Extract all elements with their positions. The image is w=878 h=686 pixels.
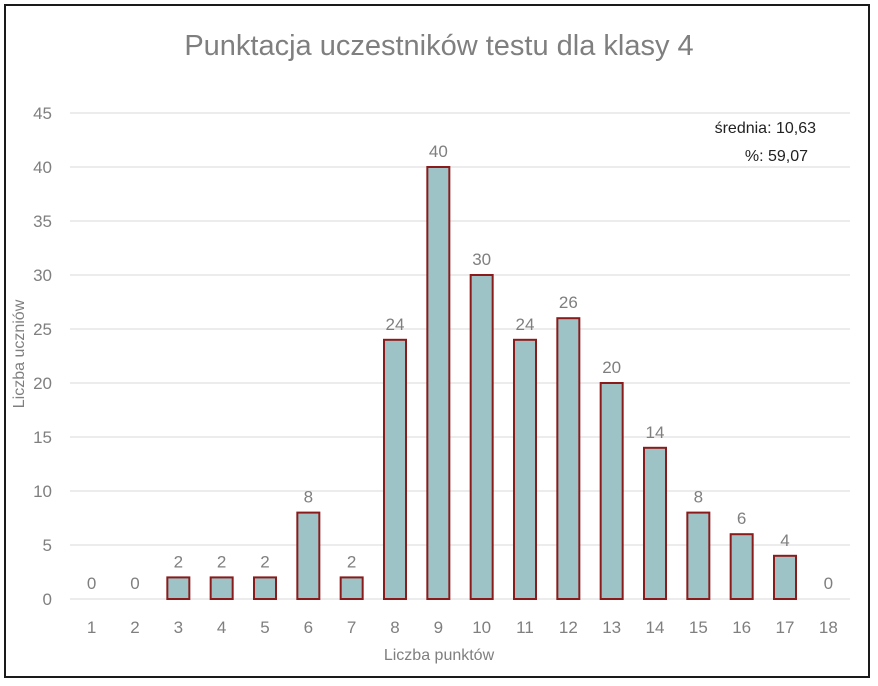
data-label: 26 xyxy=(559,293,578,312)
bar xyxy=(599,382,624,600)
data-label: 14 xyxy=(646,423,665,442)
bar xyxy=(166,576,191,601)
bar xyxy=(426,166,451,600)
bar xyxy=(686,511,711,600)
data-label: 8 xyxy=(304,488,313,507)
x-tick-label: 11 xyxy=(516,618,534,637)
data-label: 8 xyxy=(694,488,703,507)
data-label: 2 xyxy=(347,552,356,571)
x-tick-label: 14 xyxy=(646,618,665,637)
data-label: 4 xyxy=(780,531,789,550)
y-axis-title: Liczba uczniów xyxy=(11,299,28,408)
x-tick-label: 17 xyxy=(776,618,795,637)
x-axis-title: Liczba punktów xyxy=(384,647,495,664)
data-label: 24 xyxy=(516,315,535,334)
bar xyxy=(643,446,667,600)
bar xyxy=(339,576,364,601)
data-label: 0 xyxy=(824,574,833,593)
x-tick-label: 7 xyxy=(347,618,356,637)
mean-annotation: średnia: 10,63 xyxy=(715,120,817,137)
x-tick-label: 9 xyxy=(434,618,443,637)
data-label: 2 xyxy=(174,552,183,571)
bar xyxy=(729,533,754,601)
bar xyxy=(209,576,234,601)
y-tick-label: 15 xyxy=(33,428,52,447)
y-tick-label: 20 xyxy=(33,374,52,393)
x-tick-label: 15 xyxy=(689,618,708,637)
bar xyxy=(556,317,581,600)
y-tick-label: 40 xyxy=(33,158,52,177)
x-tick-label: 6 xyxy=(304,618,313,637)
y-tick-label: 0 xyxy=(43,590,52,609)
y-tick-label: 35 xyxy=(33,212,52,231)
data-label: 30 xyxy=(472,250,491,269)
x-tick-label: 16 xyxy=(732,618,751,637)
data-label: 2 xyxy=(217,552,226,571)
data-label: 0 xyxy=(130,574,139,593)
x-tick-label: 12 xyxy=(559,618,578,637)
data-label: 24 xyxy=(386,315,405,334)
bar xyxy=(383,338,407,600)
data-label: 40 xyxy=(429,142,448,161)
x-axis-ticks: 1 2 3 4 5 6 7 8 9 10 11 12 13 14 15 16 17 18 xyxy=(87,618,838,637)
bar xyxy=(296,511,321,600)
gridlines xyxy=(70,112,850,600)
percent-annotation: %: 59,07 xyxy=(745,148,808,165)
data-label: 0 xyxy=(87,574,96,593)
y-tick-label: 5 xyxy=(43,536,52,555)
y-axis-ticks: 0 5 10 15 20 25 30 35 40 45 xyxy=(33,104,52,609)
x-tick-label: 18 xyxy=(819,618,838,637)
y-tick-label: 30 xyxy=(33,266,52,285)
x-tick-label: 2 xyxy=(130,618,139,637)
x-tick-label: 8 xyxy=(390,618,399,637)
y-tick-label: 45 xyxy=(33,104,52,123)
bar xyxy=(253,576,277,601)
bar xyxy=(469,274,494,600)
y-tick-label: 25 xyxy=(33,320,52,339)
data-label: 6 xyxy=(737,509,746,528)
x-tick-label: 3 xyxy=(174,618,183,637)
bar xyxy=(773,554,797,600)
chart-title: Punktacja uczestników testu dla klasy 4 xyxy=(184,30,693,62)
bar xyxy=(513,338,537,600)
y-tick-label: 10 xyxy=(33,482,52,501)
data-label: 2 xyxy=(260,552,269,571)
x-tick-label: 13 xyxy=(602,618,621,637)
bars xyxy=(166,166,797,601)
x-tick-label: 4 xyxy=(217,618,226,637)
x-tick-label: 5 xyxy=(260,618,269,637)
data-label: 20 xyxy=(602,358,621,377)
x-tick-label: 10 xyxy=(472,618,491,637)
x-tick-label: 1 xyxy=(87,618,96,637)
